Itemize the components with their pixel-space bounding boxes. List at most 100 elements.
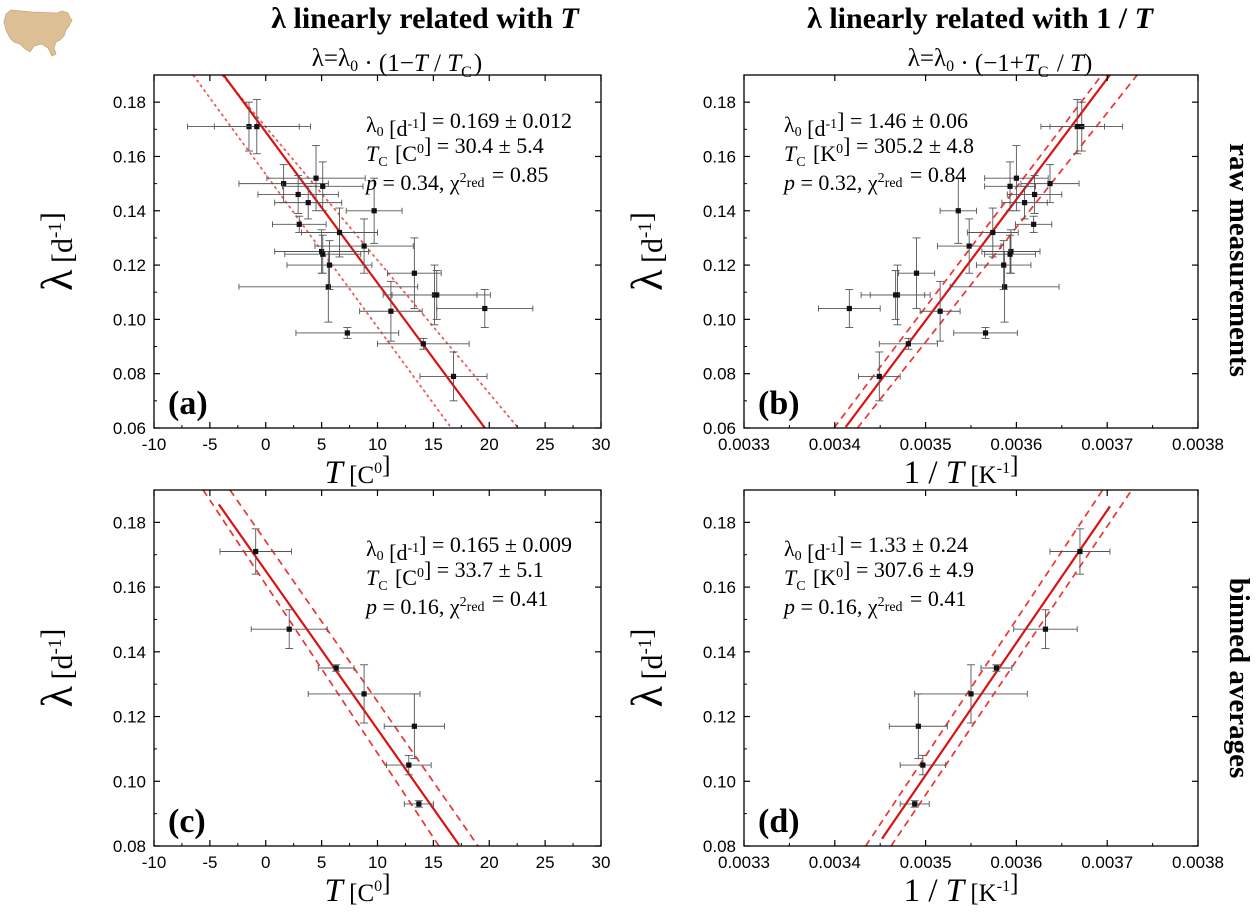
point-marker bbox=[420, 341, 426, 347]
x-tick-label: 0 bbox=[261, 853, 270, 872]
data-point bbox=[403, 800, 434, 808]
x-tick-label: 30 bbox=[592, 435, 611, 454]
data-point bbox=[857, 351, 901, 402]
y-tick-label: 0.16 bbox=[703, 578, 736, 597]
data-point bbox=[1013, 609, 1078, 650]
point-marker bbox=[325, 284, 331, 290]
fit-line bbox=[222, 75, 487, 428]
data-point bbox=[307, 664, 421, 724]
y-tick-label: 0.16 bbox=[113, 147, 146, 166]
confidence-band-upper bbox=[833, 75, 1103, 428]
point-marker bbox=[1047, 181, 1053, 187]
point-marker bbox=[281, 181, 287, 187]
point-marker bbox=[411, 270, 417, 276]
x-axis-label: 1 / T [K-1] bbox=[904, 452, 1019, 491]
data-point bbox=[899, 754, 947, 776]
data-point bbox=[1049, 98, 1105, 155]
point-marker bbox=[388, 308, 394, 314]
point-marker bbox=[990, 229, 996, 236]
data-point bbox=[314, 218, 414, 274]
panel-label: (a) bbox=[168, 385, 208, 422]
y-axis-label: λ [d-1] bbox=[33, 629, 82, 708]
data-point bbox=[899, 800, 930, 808]
fit-annotation: TC [C0] = 33.7 ± 5.1 bbox=[366, 557, 544, 594]
data-point bbox=[953, 327, 1018, 339]
x-tick-label: -5 bbox=[202, 435, 217, 454]
data-point bbox=[860, 270, 931, 320]
fit-annotation: TC [K0] = 305.2 ± 4.8 bbox=[784, 133, 974, 170]
fit-annotation: λ0 [d-1] = 0.169 ± 0.012 bbox=[366, 108, 572, 141]
point-marker bbox=[912, 801, 918, 807]
y-tick-label: 0.16 bbox=[113, 578, 146, 597]
data-point bbox=[818, 289, 881, 328]
data-point bbox=[878, 337, 938, 350]
y-tick-label: 0.18 bbox=[703, 93, 736, 112]
point-marker bbox=[411, 723, 417, 729]
data-point bbox=[980, 664, 1013, 672]
data-point bbox=[272, 215, 327, 233]
x-tick-label: 30 bbox=[592, 853, 611, 872]
point-marker bbox=[296, 221, 302, 227]
column-title: λ linearly related with T bbox=[271, 2, 580, 35]
x-tick-label: 0.0036 bbox=[990, 853, 1042, 872]
data-point bbox=[919, 280, 961, 342]
data-point bbox=[888, 693, 948, 760]
point-marker bbox=[993, 665, 1000, 671]
y-tick-label: 0.06 bbox=[113, 419, 146, 438]
row-label: binned averages bbox=[1223, 578, 1255, 779]
x-tick-label: 0.0038 bbox=[1172, 853, 1224, 872]
point-marker bbox=[1001, 284, 1008, 290]
fit-annotation: TC [K0] = 307.6 ± 4.9 bbox=[784, 557, 974, 594]
data-point bbox=[295, 327, 400, 339]
x-tick-label: 0.0034 bbox=[809, 435, 861, 454]
data-point bbox=[301, 207, 378, 258]
point-marker bbox=[320, 183, 326, 189]
y-tick-label: 0.08 bbox=[113, 837, 146, 856]
fit-annotation: p = 0.32, χ2red = 0.84 bbox=[782, 162, 966, 195]
point-marker bbox=[406, 762, 412, 768]
y-axis-label: λ [d-1] bbox=[623, 212, 672, 291]
x-tick-label: 0.0037 bbox=[1081, 435, 1133, 454]
point-marker bbox=[450, 373, 457, 380]
data-point bbox=[257, 175, 339, 214]
point-marker bbox=[336, 229, 343, 236]
point-marker bbox=[253, 548, 259, 555]
plot-area bbox=[818, 75, 1138, 428]
data-point bbox=[359, 280, 423, 342]
point-marker bbox=[1008, 248, 1014, 255]
y-tick-label: 0.10 bbox=[113, 772, 146, 791]
confidence-band-lower bbox=[856, 75, 1138, 428]
point-marker bbox=[955, 208, 961, 214]
point-marker bbox=[1007, 183, 1013, 189]
point-marker bbox=[913, 270, 920, 276]
point-marker bbox=[1077, 548, 1083, 555]
usa-map-icon bbox=[3, 9, 73, 57]
y-tick-label: 0.18 bbox=[113, 93, 146, 112]
point-marker bbox=[1021, 200, 1028, 206]
y-tick-label: 0.14 bbox=[703, 202, 736, 221]
fit-formula: λ=λ0 · (−1+TC / T) bbox=[908, 45, 1093, 81]
y-tick-label: 0.18 bbox=[703, 513, 736, 532]
data-point bbox=[213, 98, 300, 155]
x-tick-label: 0.0038 bbox=[1172, 435, 1224, 454]
x-tick-label: 0.0035 bbox=[900, 435, 952, 454]
y-tick-label: 0.14 bbox=[703, 643, 736, 662]
y-tick-label: 0.12 bbox=[113, 256, 146, 275]
data-point bbox=[1001, 185, 1048, 220]
point-marker bbox=[876, 373, 882, 380]
fit-annotation: p = 0.16, χ2red = 0.41 bbox=[364, 586, 548, 619]
data-point bbox=[282, 161, 364, 212]
plot-area bbox=[864, 490, 1133, 846]
y-tick-label: 0.06 bbox=[703, 419, 736, 438]
data-point bbox=[238, 251, 419, 323]
point-marker bbox=[361, 243, 367, 249]
point-marker bbox=[371, 208, 377, 214]
point-marker bbox=[326, 262, 333, 268]
fit-annotation: λ0 [d-1] = 1.46 ± 0.06 bbox=[784, 108, 968, 141]
x-tick-label: -10 bbox=[142, 853, 167, 872]
data-point bbox=[286, 240, 373, 290]
x-tick-label: -10 bbox=[142, 435, 167, 454]
fit-annotation: p = 0.34, χ2red = 0.85 bbox=[364, 162, 548, 195]
fit-line bbox=[844, 75, 1112, 428]
x-tick-label: 0.0034 bbox=[809, 853, 861, 872]
